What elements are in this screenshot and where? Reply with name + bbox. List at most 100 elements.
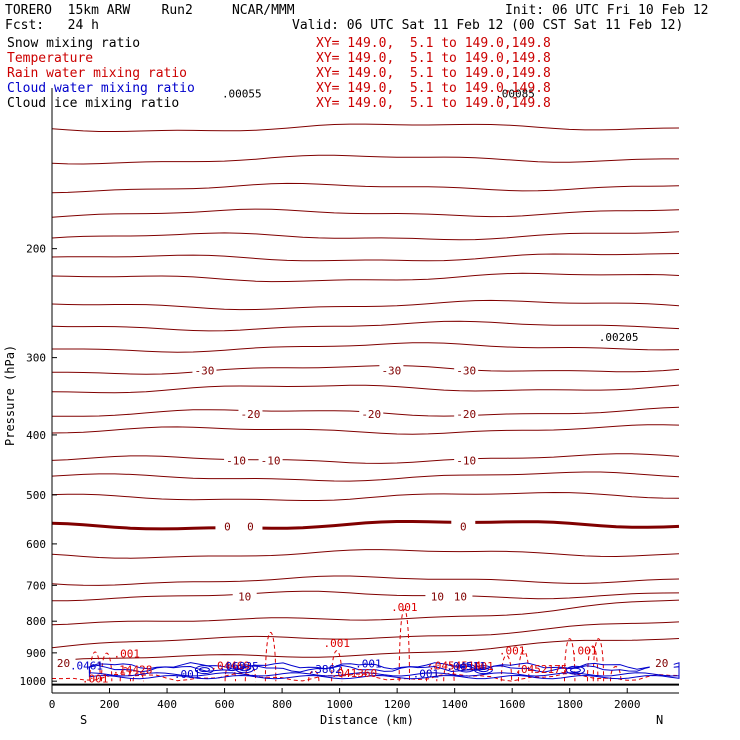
rain-label: .001 (391, 601, 418, 614)
cloud-water-label: .001 (413, 668, 440, 681)
rain-label: .041360 (331, 667, 377, 680)
y-tick-label: 900 (26, 647, 46, 660)
isotherm-line (51, 575, 680, 586)
isotherm-line (51, 182, 680, 194)
y-tick-label: 700 (26, 579, 46, 592)
rain-contour (331, 650, 343, 682)
rain-contour (101, 652, 113, 682)
isotherm-line (51, 299, 680, 311)
rain-contour (308, 670, 320, 682)
cloud-water-label: .04511 (446, 660, 486, 673)
isotherm-label-bg (224, 453, 249, 467)
isotherm-line (51, 364, 680, 375)
isotherm-label: -30 (456, 365, 476, 378)
field-xy-range: XY= 149.0, 5.1 to 149.0,149.8 (316, 36, 551, 51)
rain-contour (51, 672, 680, 682)
x-tick-label: 1600 (499, 698, 526, 711)
y-tick-label: 200 (26, 243, 46, 256)
isotherm-label: 10 (238, 591, 251, 604)
rain-contour (398, 609, 410, 682)
isotherm-label: 0 (224, 520, 231, 533)
isotherm-line (51, 638, 680, 662)
isotherm-label: -10 (456, 455, 476, 468)
x-tick-label: 0 (49, 698, 56, 711)
field-name: Snow mixing ratio (7, 36, 141, 51)
cloud-water-label: .06935 (219, 660, 259, 673)
isotherm-line (51, 453, 680, 464)
cloud-water-cell (477, 667, 489, 673)
rain-contour (264, 631, 277, 682)
cloud-ice-label: .00085 (495, 88, 535, 101)
isotherm-label-bg (215, 519, 240, 533)
isotherm-label-bg (454, 406, 479, 420)
isotherm-label-bg (238, 406, 263, 420)
isotherm-line (51, 320, 680, 332)
rain-contour (610, 666, 622, 682)
field-xy-range: XY= 149.0, 5.1 to 149.0,149.8 (316, 66, 551, 81)
isotherm-line (51, 231, 680, 241)
cloud-ice-label: .00205 (599, 331, 639, 344)
x-tick-label: 1400 (441, 698, 468, 711)
field-name: Cloud ice mixing ratio (7, 96, 180, 111)
isotherm-line (51, 621, 680, 649)
x-tick-label: 2000 (614, 698, 641, 711)
x-left-label: S (80, 713, 87, 727)
isotherm-label-bg (51, 656, 76, 670)
rain-contour (564, 638, 576, 682)
isotherm-line (51, 208, 680, 218)
isotherm-label-bg (451, 519, 476, 533)
isotherm-line (51, 123, 680, 132)
isotherm-label-bg (454, 453, 479, 467)
rain-label: .001 (467, 660, 494, 673)
isotherm-label-bg (258, 453, 283, 467)
isotherm-label-bg (425, 589, 450, 603)
isotherm-label: -10 (226, 455, 246, 468)
field-xy-range: XY= 149.0, 5.1 to 149.0,149.8 (316, 96, 551, 111)
model-title: TORERO 15km ARW Run2 NCAR/MMM (5, 3, 295, 18)
y-tick-label: 600 (26, 538, 46, 551)
isotherm-label: -10 (261, 455, 281, 468)
y-tick-label: 1000 (20, 675, 47, 688)
isotherm-line (51, 599, 680, 626)
rain-label: .001 (82, 673, 109, 686)
plot-header: TORERO 15km ARW Run2 NCAR/MMM Init: 06 U… (0, 0, 740, 112)
y-tick-label: 400 (26, 429, 46, 442)
rain-label: .001 (499, 644, 526, 657)
isotherm-label-bg (448, 589, 473, 603)
isotherm-label: -30 (194, 365, 214, 378)
x-axis-label: Distance (km) (320, 713, 414, 727)
x-tick-label: 200 (100, 698, 120, 711)
isotherm-label-bg (454, 363, 479, 377)
isotherm-label-bg (649, 656, 674, 670)
isotherm-label: 10 (431, 591, 444, 604)
isotherm-label-bg (238, 519, 263, 533)
isotherm-label: -20 (241, 408, 261, 421)
cloud-water-label: .3862 (309, 663, 342, 676)
y-tick-label: 800 (26, 615, 46, 628)
isotherm-line (51, 549, 680, 559)
rain-label: .14428 (113, 664, 153, 677)
isotherm-line (51, 491, 680, 501)
cloud-water-label: .0461 (70, 660, 103, 673)
isotherm-label-bg (359, 406, 384, 420)
y-tick-label: 300 (26, 352, 46, 365)
y-tick-label: 500 (26, 489, 46, 502)
field-xy-range: XY= 149.0, 5.1 to 149.0,149.8 (316, 51, 551, 66)
isotherm-line (51, 520, 680, 531)
isotherm-line (51, 424, 680, 435)
cloud-ice-label: .00055 (222, 88, 262, 101)
isotherm-label-bg (232, 589, 257, 603)
rain-label: .001 (114, 647, 141, 660)
field-name: Temperature (7, 51, 94, 66)
cloud-water-cell (194, 665, 214, 675)
isotherm-label: -20 (361, 408, 381, 421)
cloud-water-label: .001 (174, 668, 201, 681)
isotherm-line (52, 342, 680, 353)
x-right-label: N (656, 713, 663, 727)
cloud-water-contour (88, 662, 680, 680)
isotherm-line (51, 384, 680, 394)
cloud-water-cell (198, 667, 210, 673)
isotherm-line (51, 253, 680, 262)
